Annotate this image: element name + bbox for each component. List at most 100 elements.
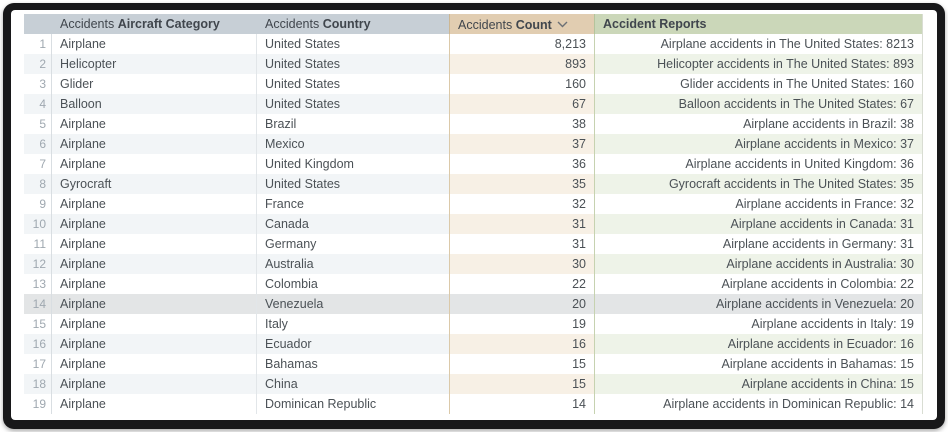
cell-aircraft-category[interactable]: Airplane: [52, 214, 257, 234]
cell-country[interactable]: United States: [257, 34, 449, 54]
cell-count[interactable]: 22: [449, 274, 594, 294]
cell-country[interactable]: United States: [257, 174, 449, 194]
cell-country[interactable]: United States: [257, 74, 449, 94]
row-number: 6: [24, 134, 52, 154]
cell-count[interactable]: 16: [449, 334, 594, 354]
cell-country[interactable]: United States: [257, 94, 449, 114]
cell-accident-report[interactable]: Airplane accidents in Australia: 30: [594, 254, 923, 274]
cell-country[interactable]: Dominican Republic: [257, 394, 449, 414]
cell-aircraft-category[interactable]: Airplane: [52, 354, 257, 374]
row-number: 13: [24, 274, 52, 294]
header-prefix: Accidents: [60, 17, 115, 31]
cell-country[interactable]: Bahamas: [257, 354, 449, 374]
cell-accident-report[interactable]: Helicopter accidents in The United State…: [594, 54, 923, 74]
cell-count[interactable]: 20: [449, 294, 594, 314]
cell-accident-report[interactable]: Airplane accidents in Mexico: 37: [594, 134, 923, 154]
cell-country[interactable]: Germany: [257, 234, 449, 254]
column-header-country[interactable]: Accidents Country: [257, 14, 449, 35]
row-number: 4: [24, 94, 52, 114]
cell-accident-report[interactable]: Airplane accidents in The United States:…: [594, 34, 923, 54]
cell-aircraft-category[interactable]: Balloon: [52, 94, 257, 114]
cell-country[interactable]: Colombia: [257, 274, 449, 294]
cell-aircraft-category[interactable]: Gyrocraft: [52, 174, 257, 194]
cell-aircraft-category[interactable]: Airplane: [52, 154, 257, 174]
cell-accident-report[interactable]: Airplane accidents in Ecuador: 16: [594, 334, 923, 354]
cell-accident-report[interactable]: Airplane accidents in France: 32: [594, 194, 923, 214]
cell-count[interactable]: 14: [449, 394, 594, 414]
cell-country[interactable]: France: [257, 194, 449, 214]
cell-country[interactable]: Mexico: [257, 134, 449, 154]
cell-accident-report[interactable]: Airplane accidents in China: 15: [594, 374, 923, 394]
row-number: 7: [24, 154, 52, 174]
row-number: 3: [24, 74, 52, 94]
cell-accident-report[interactable]: Airplane accidents in Colombia: 22: [594, 274, 923, 294]
column-header-accident-reports[interactable]: Accident Reports: [594, 14, 923, 35]
cell-country[interactable]: Venezuela: [257, 294, 449, 314]
window-frame: Accidents Aircraft Category Accidents Co…: [3, 3, 945, 429]
row-number: 5: [24, 114, 52, 134]
header-label: Country: [322, 17, 371, 31]
cell-count[interactable]: 893: [449, 54, 594, 74]
cell-count[interactable]: 31: [449, 214, 594, 234]
cell-aircraft-category[interactable]: Airplane: [52, 374, 257, 394]
cell-country[interactable]: Italy: [257, 314, 449, 334]
cell-count[interactable]: 67: [449, 94, 594, 114]
cell-count[interactable]: 160: [449, 74, 594, 94]
cell-aircraft-category[interactable]: Airplane: [52, 234, 257, 254]
cell-aircraft-category[interactable]: Airplane: [52, 394, 257, 414]
row-number: 2: [24, 54, 52, 74]
row-number: 14: [24, 294, 52, 314]
cell-count[interactable]: 38: [449, 114, 594, 134]
cell-country[interactable]: United States: [257, 54, 449, 74]
cell-accident-report[interactable]: Airplane accidents in Venezuela: 20: [594, 294, 923, 314]
cell-count[interactable]: 30: [449, 254, 594, 274]
row-number: 1: [24, 34, 52, 54]
cell-aircraft-category[interactable]: Airplane: [52, 294, 257, 314]
cell-accident-report[interactable]: Gyrocraft accidents in The United States…: [594, 174, 923, 194]
cell-aircraft-category[interactable]: Glider: [52, 74, 257, 94]
row-number: 10: [24, 214, 52, 234]
sort-descending-icon[interactable]: [557, 14, 568, 35]
cell-accident-report[interactable]: Airplane accidents in Germany: 31: [594, 234, 923, 254]
cell-accident-report[interactable]: Airplane accidents in Canada: 31: [594, 214, 923, 234]
cell-aircraft-category[interactable]: Airplane: [52, 334, 257, 354]
row-number: 12: [24, 254, 52, 274]
cell-aircraft-category[interactable]: Helicopter: [52, 54, 257, 74]
cell-country[interactable]: Canada: [257, 214, 449, 234]
cell-country[interactable]: Ecuador: [257, 334, 449, 354]
cell-accident-report[interactable]: Airplane accidents in United Kingdom: 36: [594, 154, 923, 174]
cell-accident-report[interactable]: Airplane accidents in Bahamas: 15: [594, 354, 923, 374]
cell-count[interactable]: 19: [449, 314, 594, 334]
cell-accident-report[interactable]: Airplane accidents in Brazil: 38: [594, 114, 923, 134]
header-label: Accident Reports: [603, 17, 707, 31]
cell-accident-report[interactable]: Airplane accidents in Italy: 19: [594, 314, 923, 334]
cell-aircraft-category[interactable]: Airplane: [52, 34, 257, 54]
cell-country[interactable]: Australia: [257, 254, 449, 274]
cell-country[interactable]: Brazil: [257, 114, 449, 134]
cell-aircraft-category[interactable]: Airplane: [52, 314, 257, 334]
cell-country[interactable]: United Kingdom: [257, 154, 449, 174]
cell-country[interactable]: China: [257, 374, 449, 394]
column-header-count[interactable]: Accidents Count: [449, 14, 594, 35]
cell-aircraft-category[interactable]: Airplane: [52, 274, 257, 294]
cell-accident-report[interactable]: Glider accidents in The United States: 1…: [594, 74, 923, 94]
cell-count[interactable]: 35: [449, 174, 594, 194]
cell-count[interactable]: 37: [449, 134, 594, 154]
cell-count[interactable]: 31: [449, 234, 594, 254]
cell-count[interactable]: 8,213: [449, 34, 594, 54]
cell-aircraft-category[interactable]: Airplane: [52, 194, 257, 214]
cell-aircraft-category[interactable]: Airplane: [52, 254, 257, 274]
cell-accident-report[interactable]: Airplane accidents in Dominican Republic…: [594, 394, 923, 414]
row-number: 19: [24, 394, 52, 414]
cell-aircraft-category[interactable]: Airplane: [52, 134, 257, 154]
cell-aircraft-category[interactable]: Airplane: [52, 114, 257, 134]
cell-count[interactable]: 15: [449, 354, 594, 374]
row-number: 8: [24, 174, 52, 194]
row-number: 9: [24, 194, 52, 214]
cell-count[interactable]: 36: [449, 154, 594, 174]
row-number: 11: [24, 234, 52, 254]
cell-accident-report[interactable]: Balloon accidents in The United States: …: [594, 94, 923, 114]
cell-count[interactable]: 15: [449, 374, 594, 394]
column-header-aircraft-category[interactable]: Accidents Aircraft Category: [52, 14, 257, 35]
cell-count[interactable]: 32: [449, 194, 594, 214]
